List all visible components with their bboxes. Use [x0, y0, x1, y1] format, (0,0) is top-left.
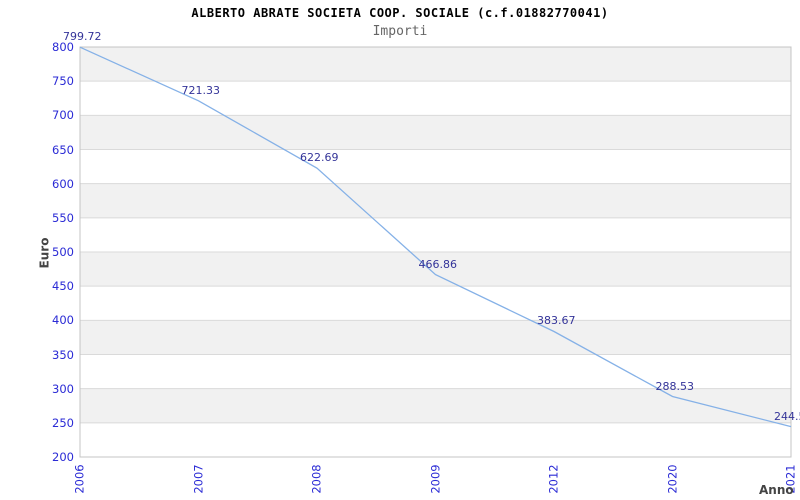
data-point-label: 288.53 — [655, 379, 695, 393]
y-tick-label: 300 — [52, 381, 74, 396]
y-tick-label: 400 — [52, 313, 74, 328]
plot-band — [80, 81, 791, 116]
data-line — [79, 46, 792, 428]
x-axis-title: Anno — [759, 483, 794, 497]
x-tick-label: 2007 — [191, 464, 206, 494]
plot-band — [80, 286, 791, 321]
y-tick-label: 650 — [52, 142, 74, 157]
plot-band — [80, 115, 791, 150]
x-tick-label: 2008 — [310, 464, 324, 494]
plot-band — [80, 320, 791, 355]
chart-subtitle: Importi — [372, 24, 428, 39]
y-tick-label: 250 — [52, 415, 74, 430]
chart-title: ALBERTO ABRATE SOCIETA COOP. SOCIALE (c.… — [191, 6, 609, 20]
y-tick-label: 800 — [52, 40, 74, 54]
y-tick-label: 350 — [52, 347, 74, 362]
data-point-label: 383.67 — [537, 314, 576, 328]
plot-band — [80, 183, 791, 218]
plot-band — [80, 388, 791, 423]
y-tick-label: 500 — [52, 245, 74, 259]
data-point-label: 466.86 — [418, 257, 458, 271]
y-tick-label: 450 — [52, 279, 74, 294]
y-tick-label: 700 — [52, 108, 74, 123]
plot-band — [80, 217, 791, 252]
y-axis-title-box: Euro — [30, 224, 58, 282]
y-axis-title: Euro — [37, 237, 51, 269]
x-tick-label: 2009 — [428, 464, 443, 494]
data-point-label: 799.72 — [63, 30, 102, 44]
plot-band — [80, 354, 791, 389]
x-tick-label: 2006 — [73, 464, 87, 494]
data-point-label: 622.69 — [300, 151, 339, 165]
plot-border — [79, 46, 792, 458]
data-point-label: 244.5 — [774, 409, 800, 423]
plot-band — [80, 422, 791, 457]
y-tick-label: 200 — [52, 450, 74, 464]
plot-band — [80, 149, 791, 184]
data-point-label: 721.33 — [181, 83, 221, 97]
x-tick-label: 2012 — [547, 464, 561, 494]
plot-band — [80, 47, 791, 82]
y-tick-label: 750 — [52, 74, 74, 89]
y-tick-label: 600 — [52, 176, 74, 191]
x-tick-label: 2020 — [665, 464, 680, 494]
y-tick-label: 550 — [52, 210, 74, 225]
plot-band — [80, 252, 791, 287]
